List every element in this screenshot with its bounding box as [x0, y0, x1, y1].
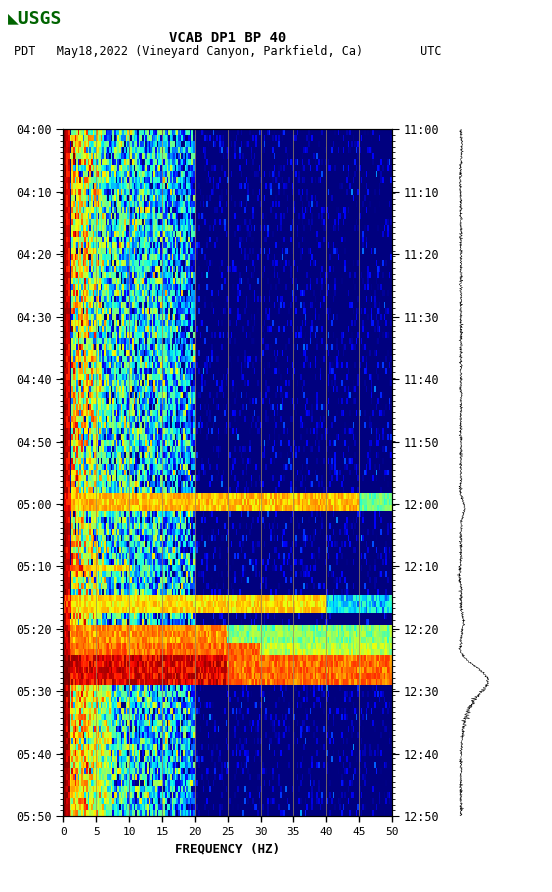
X-axis label: FREQUENCY (HZ): FREQUENCY (HZ)	[175, 842, 280, 855]
Text: PDT   May18,2022 (Vineyard Canyon, Parkfield, Ca)        UTC: PDT May18,2022 (Vineyard Canyon, Parkfie…	[14, 45, 442, 58]
Text: ◣USGS: ◣USGS	[8, 9, 63, 27]
Text: VCAB DP1 BP 40: VCAB DP1 BP 40	[169, 31, 286, 45]
